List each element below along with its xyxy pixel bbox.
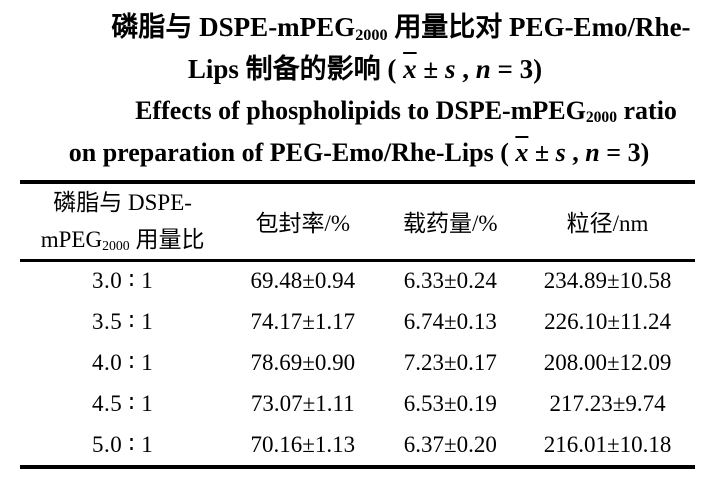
header-ratio-column: 磷脂与 DSPE- mPEG2000 用量比 <box>20 184 225 260</box>
table-row: 3.5 ∶ 1 74.17±1.17 6.74±0.13 226.10±11.2… <box>20 301 695 342</box>
peg-subscript-2000: 2000 <box>355 25 388 44</box>
caption-en-line1-post: ratio <box>617 96 677 125</box>
encapsulation-value: 70.16±1.13 <box>250 431 356 457</box>
table-row: 4.5 ∶ 1 73.07±1.11 6.53±0.19 217.23±9.74 <box>20 383 695 424</box>
table-caption: 磷脂与 DSPE-mPEG2000 用量比对 PEG-Emo/Rhe- Lips… <box>0 6 718 174</box>
header-encapsulation-efficiency: 包封率/% <box>255 211 351 237</box>
caption-en-line1: Effects of phospholipids to DSPE-mPEG200… <box>47 90 718 132</box>
ratio-value: 3.5 ∶ 1 <box>91 308 154 334</box>
ratio-value: 4.0 ∶ 1 <box>91 349 154 375</box>
drug-loading-value: 6.53±0.19 <box>403 390 497 416</box>
particle-size-value: 208.00±12.09 <box>543 349 672 375</box>
caption-en-line1-pre: Effects of phospholipids to DSPE-mPEG <box>135 96 586 125</box>
header-ratio-line1: 磷脂与 DSPE- <box>53 190 192 216</box>
s-symbol: s <box>555 138 566 167</box>
xbar-symbol: x <box>515 138 529 167</box>
table-row: 5.0 ∶ 1 70.16±1.13 6.37±0.20 216.01±10.1… <box>20 424 695 465</box>
drug-loading-value: 6.33±0.24 <box>403 268 497 294</box>
drug-loading-value: 7.23±0.17 <box>403 349 497 375</box>
table-row: 4.0 ∶ 1 78.69±0.90 7.23±0.17 208.00±12.0… <box>20 342 695 383</box>
particle-size-value: 216.01±10.18 <box>543 431 672 457</box>
drug-loading-value: 6.74±0.13 <box>403 308 497 334</box>
caption-zh-line1: 磷脂与 DSPE-mPEG2000 用量比对 PEG-Emo/Rhe- <box>42 6 718 48</box>
header-ratio-line2-post: 用量比 <box>129 227 205 253</box>
n-symbol: n <box>585 138 600 167</box>
particle-size-value: 217.23±9.74 <box>549 390 666 416</box>
table-row: 3.0 ∶ 1 69.48±0.94 6.33±0.24 234.89±10.5… <box>20 260 695 301</box>
particle-size-value: 226.10±11.24 <box>544 308 671 334</box>
peg-subscript-2000: 2000 <box>585 109 617 127</box>
drug-loading-value: 6.37±0.20 <box>403 431 497 457</box>
header-particle-size: 粒径/nm <box>566 211 649 237</box>
encapsulation-value: 73.07±1.11 <box>250 390 355 416</box>
s-symbol: s <box>444 54 456 84</box>
caption-zh-line2-pre: Lips 制备的影响 ( <box>187 54 404 84</box>
header-row: 磷脂与 DSPE- mPEG2000 用量比 包封率/% 载药量/% 粒径/nm <box>20 184 695 260</box>
peg-subscript-2000: 2000 <box>102 238 130 254</box>
three-line-table: 磷脂与 DSPE- mPEG2000 用量比 包封率/% 载药量/% 粒径/nm… <box>20 180 695 469</box>
header-ratio-line2-pre: mPEG <box>40 227 103 253</box>
n-equals-3: = 3) <box>490 54 543 84</box>
encapsulation-value: 69.48±0.94 <box>250 268 356 294</box>
caption-en-line2-pre: on preparation of PEG-Emo/Rhe-Lips ( <box>68 138 516 167</box>
encapsulation-value: 74.17±1.17 <box>250 308 356 334</box>
particle-size-value: 234.89±10.58 <box>543 268 672 294</box>
comma-separator: , <box>565 138 586 167</box>
header-drug-loading: 载药量/% <box>403 211 498 237</box>
plus-minus-symbol: ± <box>416 54 445 84</box>
n-symbol: n <box>475 54 491 84</box>
caption-zh-line1-pre: 磷脂与 DSPE-mPEG <box>111 12 356 42</box>
ratio-value: 5.0 ∶ 1 <box>91 431 154 457</box>
header-ratio-line2: mPEG2000 用量比 <box>20 221 225 258</box>
xbar-symbol: x <box>403 54 417 84</box>
plus-minus-symbol: ± <box>528 138 556 167</box>
results-table: 磷脂与 DSPE- mPEG2000 用量比 包封率/% 载药量/% 粒径/nm… <box>20 184 695 465</box>
encapsulation-value: 78.69±0.90 <box>250 349 356 375</box>
caption-zh-line1-post: 用量比对 PEG-Emo/Rhe- <box>387 12 691 42</box>
comma-separator: , <box>455 54 476 84</box>
n-equals-3: = 3) <box>599 138 650 167</box>
caption-zh-line2: Lips 制备的影响 ( x ± s , n = 3) <box>6 48 718 90</box>
caption-en-line2: on preparation of PEG-Emo/Rhe-Lips ( x ±… <box>0 132 718 174</box>
ratio-value: 3.0 ∶ 1 <box>91 268 154 294</box>
ratio-value: 4.5 ∶ 1 <box>91 390 154 416</box>
